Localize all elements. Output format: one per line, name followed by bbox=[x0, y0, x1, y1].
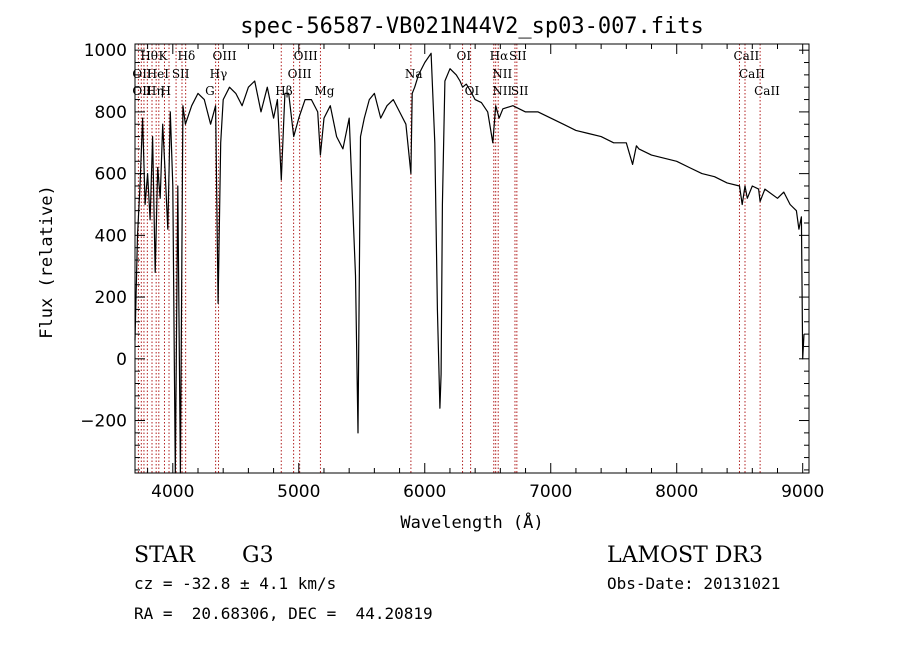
line-label: H bbox=[160, 84, 170, 98]
line-label: SII bbox=[172, 67, 190, 81]
y-tick-label: 0 bbox=[116, 350, 127, 370]
line-label: OIII bbox=[213, 49, 237, 63]
x-axis-label: Wavelength (Å) bbox=[400, 511, 543, 533]
x-tick-label: 8000 bbox=[655, 482, 698, 502]
y-tick-label: 200 bbox=[95, 288, 127, 308]
y-tick-label: −200 bbox=[80, 412, 127, 432]
line-label: Hα bbox=[490, 49, 509, 63]
line-label: Hβ bbox=[275, 84, 292, 98]
y-tick-label: 800 bbox=[95, 103, 127, 123]
line-label: G bbox=[205, 84, 215, 98]
line-label: Na bbox=[405, 67, 423, 81]
axis-ticks: 4000 5000 6000 7000 8000 9000 −200 0 200 400 600 80… bbox=[80, 41, 824, 502]
survey-name: LAMOST DR3 bbox=[607, 543, 763, 568]
line-label: NII bbox=[492, 84, 512, 98]
x-tick-label: 5000 bbox=[277, 482, 320, 502]
line-label: Hγ bbox=[210, 67, 228, 81]
line-label: K bbox=[158, 49, 168, 63]
coordinates-line: RA = 20.68306, DEC = 44.20819 bbox=[134, 604, 433, 623]
y-axis-label: Flux (relative) bbox=[37, 185, 57, 339]
redshift-line: cz = -32.8 ± 4.1 km/s bbox=[134, 574, 336, 593]
line-label: Mg bbox=[314, 84, 334, 98]
line-label: CaII bbox=[739, 67, 765, 81]
line-label: OIII bbox=[288, 67, 312, 81]
plot-frame bbox=[134, 43, 810, 474]
y-tick-label: 1000 bbox=[84, 41, 127, 61]
line-label: CaII bbox=[754, 84, 780, 98]
x-tick-label: 6000 bbox=[403, 482, 446, 502]
line-label: Hδ bbox=[178, 49, 196, 63]
x-tick-label: 9000 bbox=[781, 482, 824, 502]
line-label: OI bbox=[457, 49, 472, 63]
x-tick-label: 7000 bbox=[529, 482, 572, 502]
line-label: Hθ bbox=[140, 49, 158, 63]
spectral-line-markers bbox=[137, 44, 761, 473]
object-class: STAR bbox=[134, 543, 196, 568]
y-tick-label: 400 bbox=[95, 226, 127, 246]
y-tick-label: 600 bbox=[95, 165, 127, 185]
obs-date: Obs-Date: 20131021 bbox=[607, 574, 780, 593]
line-label: SII bbox=[509, 49, 527, 63]
line-label: OIII bbox=[294, 49, 318, 63]
line-label: OII bbox=[132, 67, 152, 81]
chart-title: spec-56587-VB021N44V2_sp03-007.fits bbox=[240, 14, 704, 39]
line-label: CaII bbox=[733, 49, 759, 63]
line-label: Hη bbox=[146, 84, 164, 98]
line-label: SII bbox=[511, 84, 529, 98]
line-label: HeI bbox=[147, 67, 170, 81]
x-tick-label: 4000 bbox=[151, 482, 194, 502]
subclass: G3 bbox=[242, 543, 274, 568]
line-label: NII bbox=[492, 67, 512, 81]
spectrum-series-line bbox=[134, 52, 805, 474]
